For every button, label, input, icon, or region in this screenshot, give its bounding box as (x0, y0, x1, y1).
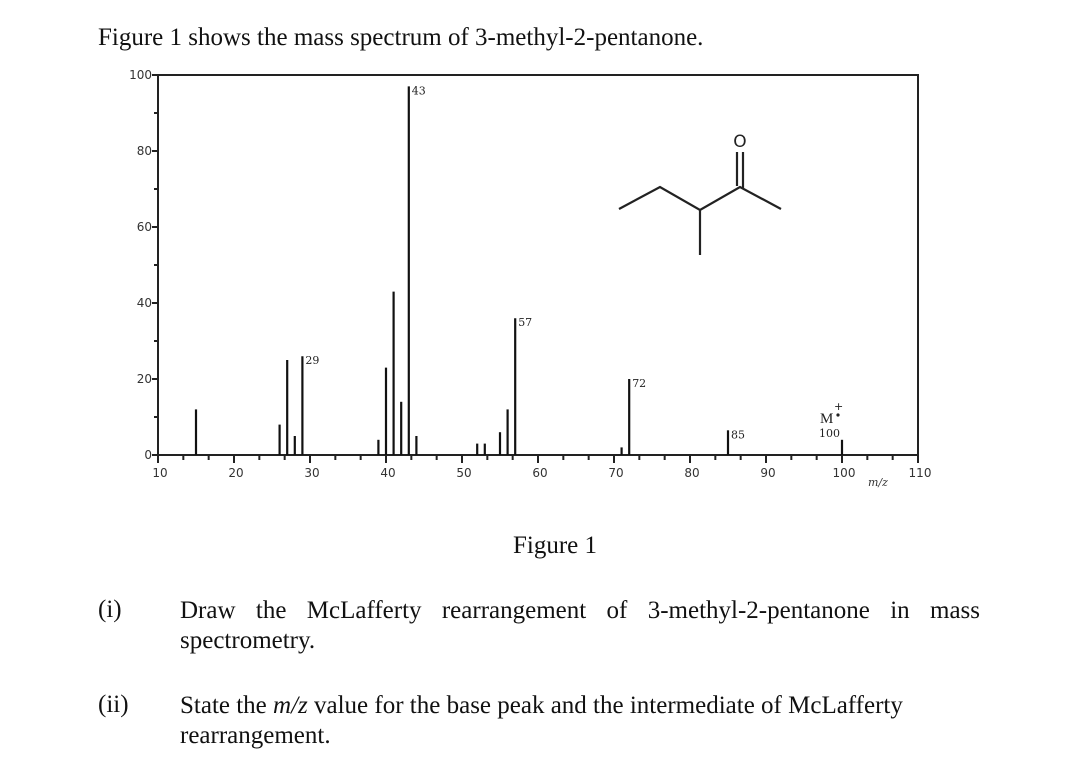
y-tick-label: 80 (137, 144, 152, 158)
radical-dot (836, 413, 840, 417)
peak-label-43: 43 (412, 84, 426, 97)
peak-label-85: 85 (731, 428, 745, 441)
x-tick-label: 50 (456, 466, 471, 480)
y-tick-label: 0 (144, 448, 152, 462)
carbon-chain (618, 185, 782, 212)
x-tick-label: 60 (532, 466, 547, 480)
peak-label-72: 72 (632, 377, 646, 390)
y-tick-label: 40 (137, 296, 152, 310)
x-tick-label: 40 (380, 466, 395, 480)
y-tick-label: 20 (137, 372, 152, 386)
question-number-ii: (ii) (98, 691, 129, 718)
x-tick-label: 80 (684, 466, 699, 480)
oxygen-atom-label: O (733, 132, 746, 152)
question-text-ii-mz: m/z (273, 692, 308, 719)
structure-3-methyl-2-pentanone (618, 152, 782, 255)
peak-label-29: 29 (305, 354, 319, 367)
x-tick-label: 20 (228, 466, 243, 480)
peak-label-57: 57 (518, 316, 532, 329)
x-tick-label: 90 (760, 466, 775, 480)
plot-frame (157, 74, 919, 456)
x-tick-label: 110 (909, 466, 932, 480)
figure-caption: Figure 1 (513, 532, 598, 559)
chart-axes: 0 20 40 60 80 100 10 20 30 40 50 60 70 80 90 100 110 (129, 68, 931, 480)
molecular-ion-label: M (820, 411, 833, 427)
x-tick-label: 10 (152, 466, 167, 480)
x-axis-label: m/z (868, 476, 888, 489)
x-tick-label: 100 (833, 466, 856, 480)
question-text-ii-end: value for the base peak and the intermed… (180, 692, 903, 749)
peak-label-100: 100 (819, 427, 840, 440)
molecular-ion-charge: + (834, 400, 843, 413)
x-tick-label: 70 (608, 466, 623, 480)
x-tick-label: 30 (304, 466, 319, 480)
y-tick-label: 100 (129, 68, 152, 82)
chart-peaks: 29 43 57 72 85 100 (194, 84, 844, 455)
question-text-ii: State the m/z value for the base peak an… (180, 691, 980, 751)
question-text-i: Draw the McLafferty rearrangement of 3-m… (180, 597, 980, 654)
question-text-ii-start: State the (180, 692, 274, 719)
intro-text: Figure 1 shows the mass spectrum of 3-me… (98, 24, 704, 51)
question-number-i: (i) (98, 596, 122, 623)
y-tick-label: 60 (137, 220, 152, 234)
